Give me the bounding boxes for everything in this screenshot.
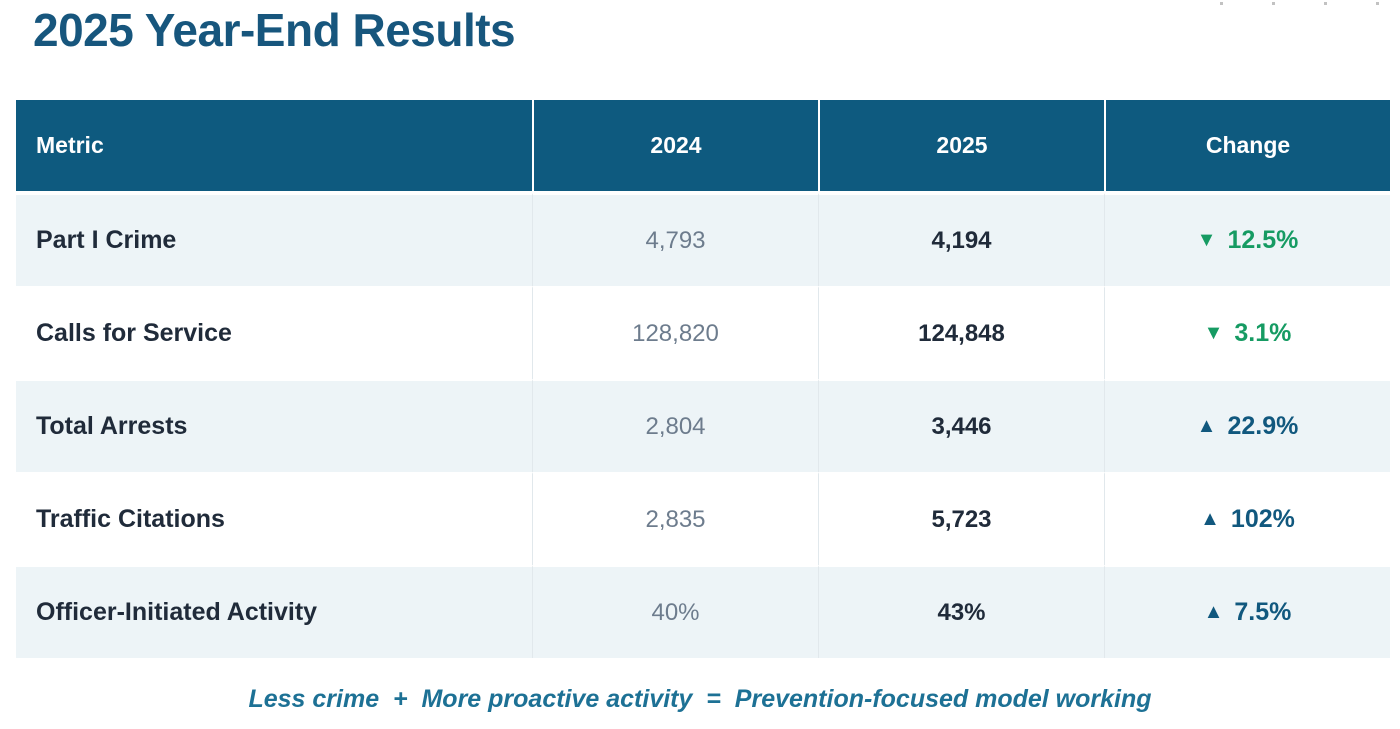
metric-cell: Total Arrests	[16, 379, 532, 472]
value-2025-cell: 4,194	[818, 193, 1104, 286]
change-value: 22.9%	[1227, 412, 1299, 440]
change-arrow-icon: ▼	[1203, 322, 1224, 344]
value-2024-cell: 2,804	[532, 379, 818, 472]
change-arrow-icon: ▲	[1200, 508, 1220, 530]
table-header-row: Metric 2024 2025 Change	[16, 100, 1390, 193]
value-2025-cell: 5,723	[818, 472, 1104, 565]
value-2024-cell: 2,835	[532, 472, 818, 565]
table-row: Traffic Citations 2,835 5,723 ▲ 102%	[16, 472, 1390, 565]
table-row: Officer-Initiated Activity 40% 43% ▲ 7.5%	[16, 565, 1390, 658]
clipped-text-remnant	[1220, 2, 1390, 5]
table-row: Part I Crime 4,793 4,194 ▼ 12.5%	[16, 193, 1390, 286]
value-2025-cell: 43%	[818, 565, 1104, 658]
column-header-change: Change	[1104, 100, 1390, 193]
value-2025-cell: 124,848	[818, 286, 1104, 379]
change-value: 3.1%	[1234, 319, 1292, 347]
table-row: Calls for Service 128,820 124,848 ▼ 3.1%	[16, 286, 1390, 379]
column-header-2024: 2024	[532, 100, 818, 193]
change-cell: ▼ 12.5%	[1104, 193, 1390, 286]
value-2024-cell: 40%	[532, 565, 818, 658]
change-arrow-icon: ▲	[1196, 415, 1217, 437]
change-cell: ▲ 7.5%	[1104, 565, 1390, 658]
value-2024-cell: 4,793	[532, 193, 818, 286]
results-table: Metric 2024 2025 Change Part I Crime 4,7…	[16, 100, 1390, 658]
column-header-metric: Metric	[16, 100, 532, 193]
value-2025-cell: 3,446	[818, 379, 1104, 472]
value-2024-cell: 128,820	[532, 286, 818, 379]
change-cell: ▲ 22.9%	[1104, 379, 1390, 472]
change-value: 102%	[1230, 505, 1295, 533]
change-cell: ▲ 102%	[1104, 472, 1390, 565]
metric-cell: Part I Crime	[16, 193, 532, 286]
change-arrow-icon: ▼	[1196, 229, 1217, 251]
metric-cell: Calls for Service	[16, 286, 532, 379]
change-arrow-icon: ▲	[1203, 601, 1224, 623]
metric-cell: Traffic Citations	[16, 472, 532, 565]
metric-cell: Officer-Initiated Activity	[16, 565, 532, 658]
page-title: 2025 Year-End Results	[33, 4, 516, 56]
table-row: Total Arrests 2,804 3,446 ▲ 22.9%	[16, 379, 1390, 472]
change-value: 12.5%	[1227, 226, 1299, 254]
footer-tagline: Less crime + More proactive activity = P…	[248, 685, 1152, 713]
change-value: 7.5%	[1234, 598, 1292, 626]
column-header-2025: 2025	[818, 100, 1104, 193]
change-cell: ▼ 3.1%	[1104, 286, 1390, 379]
